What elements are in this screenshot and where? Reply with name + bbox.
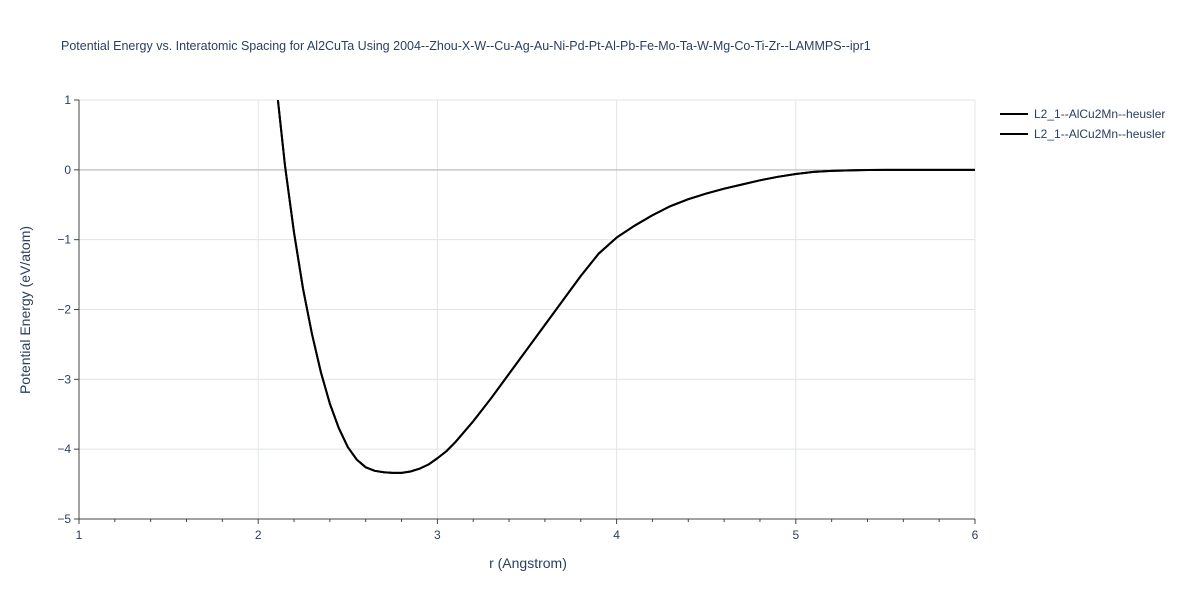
y-tick-label: −4 <box>57 442 71 456</box>
legend-label: L2_1--AlCu2Mn--heusler <box>1034 127 1165 141</box>
y-tick-label: −3 <box>57 372 71 386</box>
x-axis-title: r (Angstrom) <box>489 555 567 571</box>
grid <box>79 99 976 519</box>
x-tick-label: 3 <box>434 528 441 542</box>
x-tick-label: 1 <box>76 528 83 542</box>
y-axis-title: Potential Energy (eV/atom) <box>17 226 33 394</box>
legend[interactable]: L2_1--AlCu2Mn--heusler L2_1--AlCu2Mn--heu… <box>1000 107 1165 141</box>
y-tick-label: −5 <box>57 512 71 526</box>
x-tick-label: 5 <box>792 528 799 542</box>
x-tick-label: 2 <box>255 528 262 542</box>
axes: 1 2 3 4 5 6 1 0 −1 −2 −3 −4 −5 <box>57 93 978 542</box>
y-tick-label: −1 <box>57 233 71 247</box>
series-line-1 <box>276 100 975 474</box>
chart-title: Potential Energy vs. Interatomic Spacing… <box>61 39 871 53</box>
y-tick-label: −2 <box>57 303 71 317</box>
x-tick-label: 4 <box>613 528 620 542</box>
x-tick-label: 6 <box>972 528 979 542</box>
legend-item[interactable]: L2_1--AlCu2Mn--heusler <box>1000 107 1165 121</box>
series-layer <box>276 100 975 474</box>
y-tick-label: 0 <box>64 163 71 177</box>
y-tick-label: 1 <box>64 93 71 107</box>
legend-label: L2_1--AlCu2Mn--heusler <box>1034 107 1165 121</box>
legend-item[interactable]: L2_1--AlCu2Mn--heusler <box>1000 127 1165 141</box>
series-line-2 <box>276 100 975 474</box>
